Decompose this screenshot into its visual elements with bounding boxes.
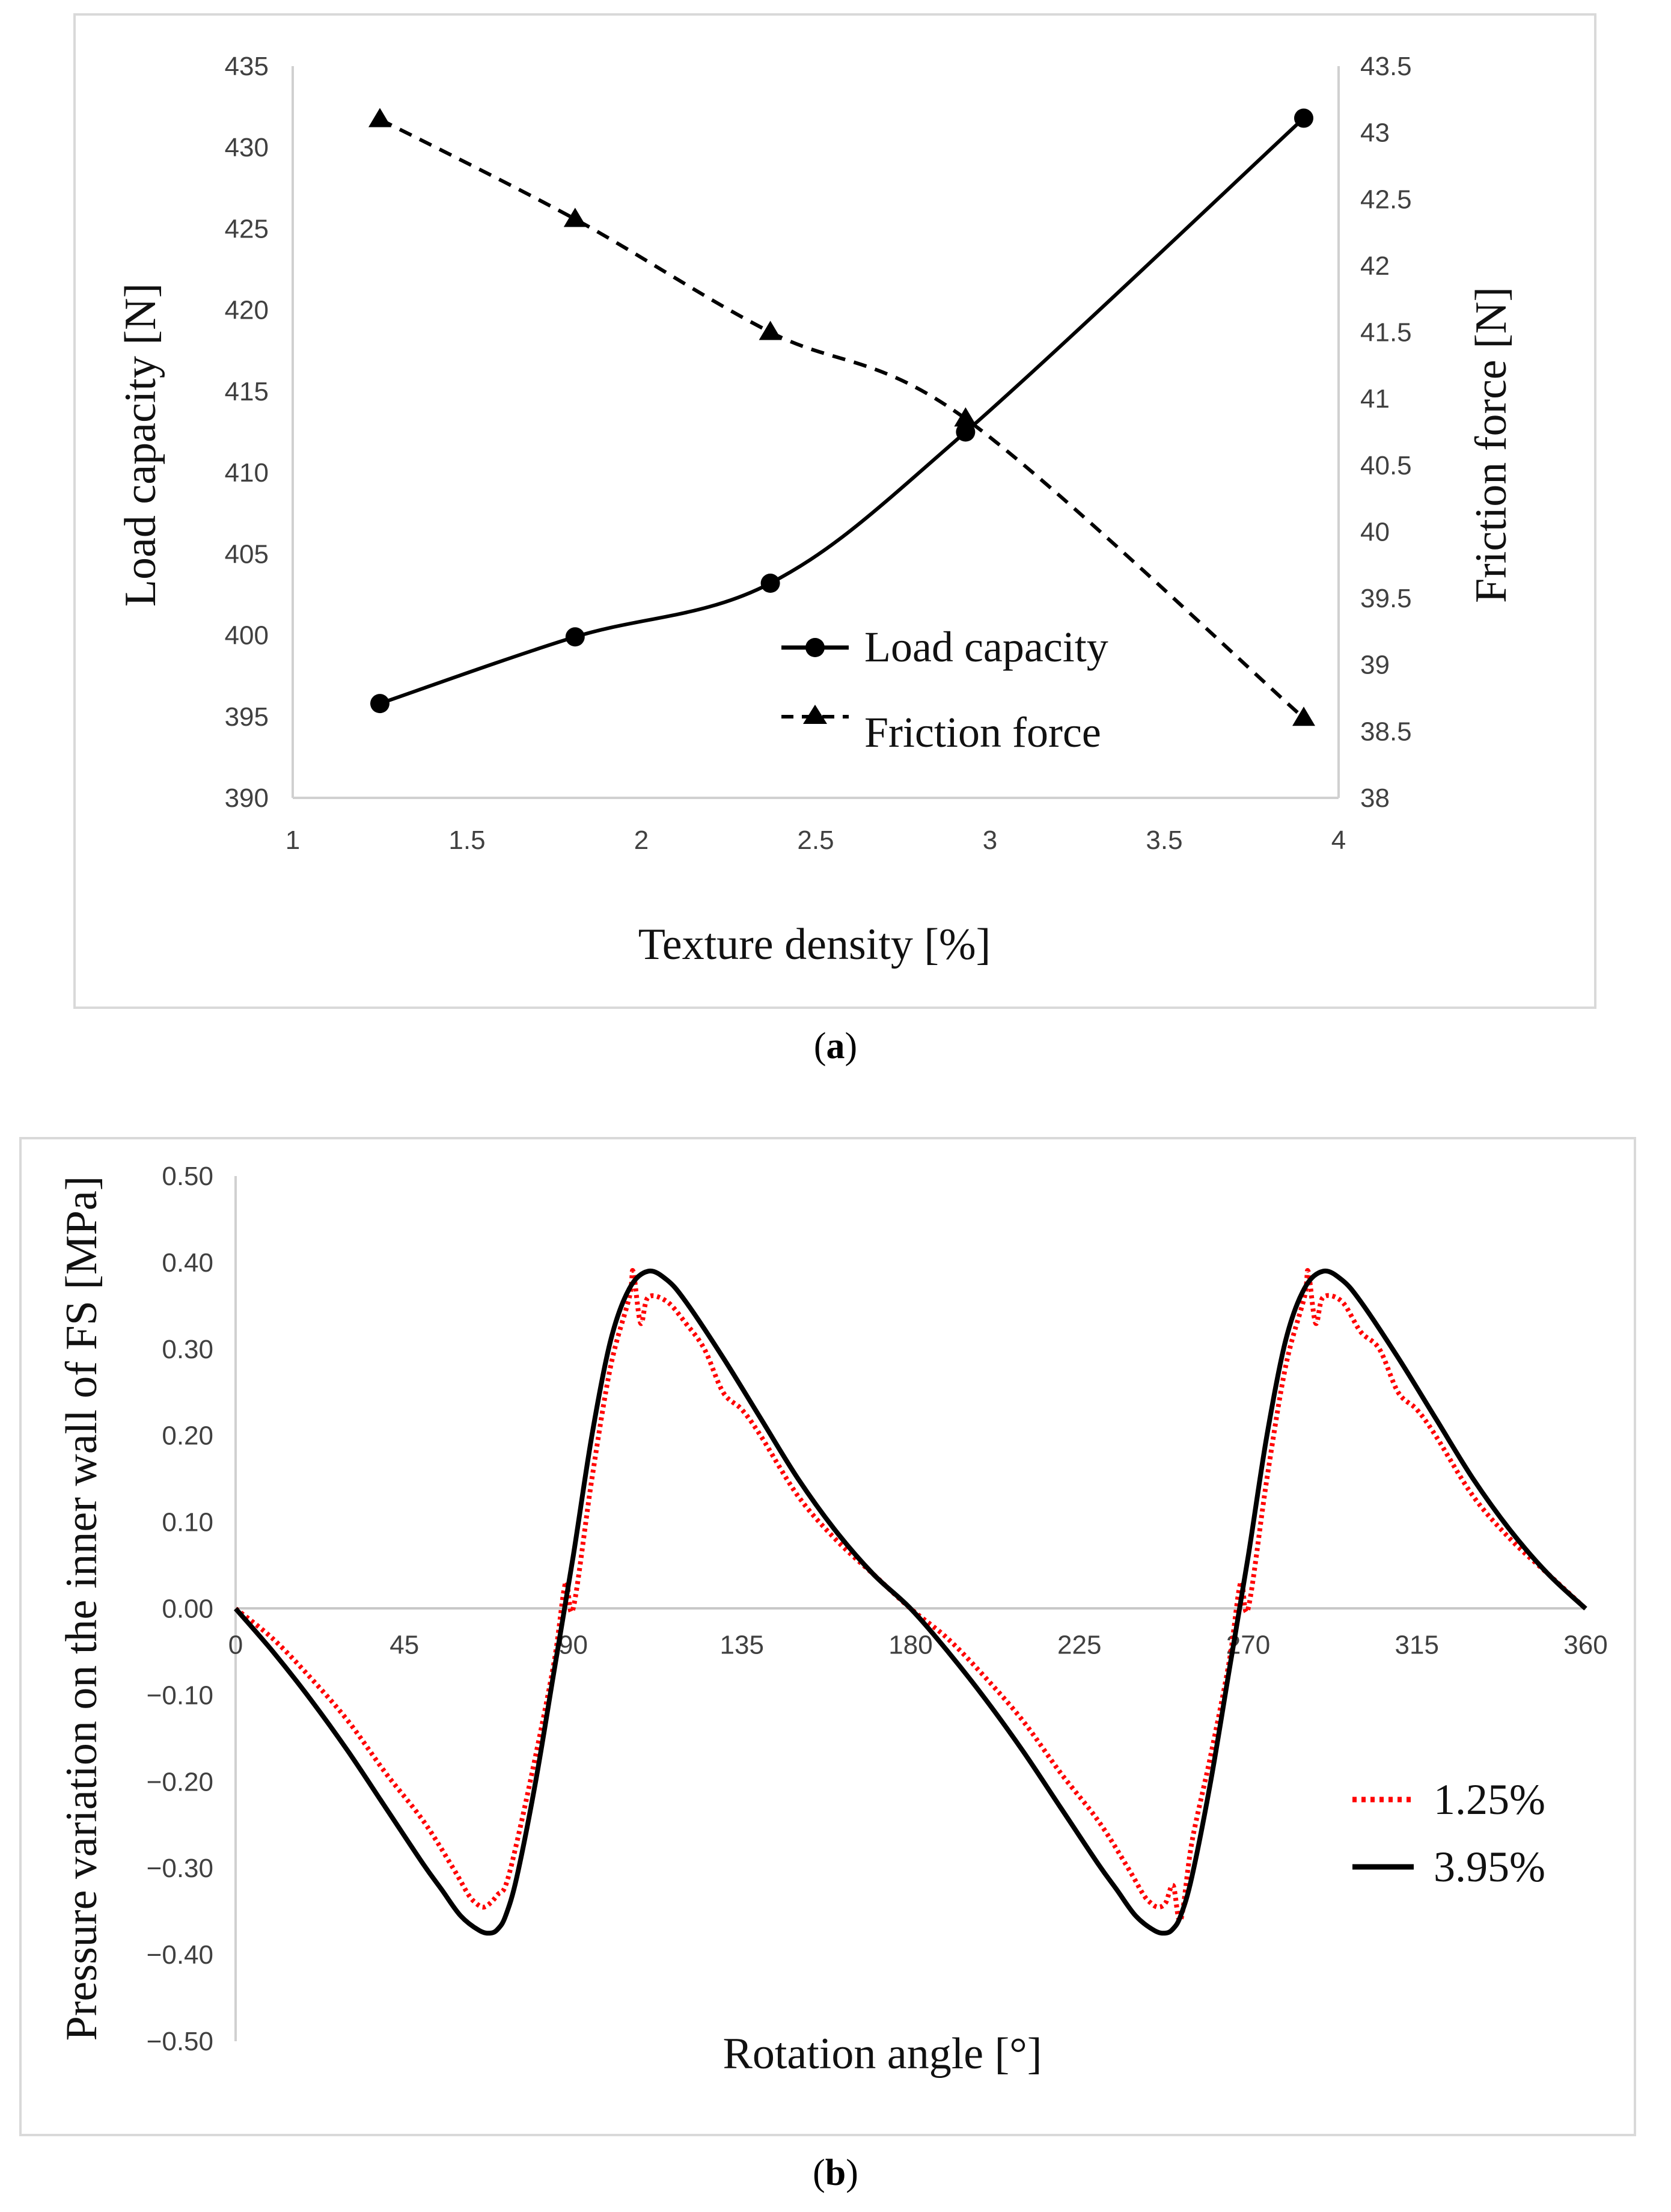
chart-b-y-tick-label: 0.30 (162, 1335, 213, 1364)
chart-a-x-tick-label: 1.5 (448, 826, 485, 855)
friction-force-point (1292, 706, 1315, 726)
load-capacity-point (370, 694, 389, 714)
caption-b-letter: b (825, 2152, 846, 2193)
chart-a-left-tick-label: 420 (225, 296, 269, 325)
chart-a-left-tick-label: 390 (225, 783, 269, 813)
friction-force-point (759, 320, 782, 340)
chart-a-left-tick-label: 425 (225, 214, 269, 244)
friction-force-point (954, 407, 977, 427)
chart-a-right-axis-label: Friction force [N] (1467, 287, 1516, 603)
load-capacity-point (1294, 108, 1313, 128)
caption-a: (a) (814, 1026, 857, 1067)
chart-b-y-tick-label: 0.10 (162, 1508, 213, 1537)
chart-b-x-tick-label: 180 (888, 1631, 932, 1660)
chart-a-left-axis-label: Load capacity [N] (116, 283, 165, 607)
legend-1-25-label: 1.25% (1434, 1775, 1545, 1824)
load-capacity-point (565, 627, 585, 647)
chart-a-right-tick-label: 43 (1360, 118, 1390, 148)
load-capacity-point (956, 422, 976, 442)
series-friction-force-line (379, 117, 1305, 720)
chart-b-x-tick-label: 225 (1057, 1631, 1101, 1660)
friction-force-point (368, 108, 391, 127)
legend-3-95-label: 3.95% (1434, 1843, 1545, 1891)
chart-a-right-tick-label: 43.5 (1360, 52, 1412, 81)
legend-load-capacity-label: Load capacity (864, 623, 1108, 671)
chart-b-y-tick-label: 0.00 (162, 1595, 213, 1624)
series-1-25pct-line (234, 1268, 1587, 1923)
chart-a-right-tick-label: 40 (1360, 517, 1390, 547)
chart-b-y-tick-label: −0.30 (147, 1854, 213, 1883)
chart-b-x-tick-label: 315 (1395, 1631, 1439, 1660)
chart-b-x-tick-label: 135 (720, 1631, 764, 1660)
chart-a-right-tick-label: 40.5 (1360, 451, 1412, 480)
chart-a-right-tick-label: 41 (1360, 384, 1390, 414)
caption-b: (b) (813, 2152, 858, 2193)
legend-friction-force-label: Friction force (864, 708, 1101, 756)
chart-a-x-axis-label: Texture density [%] (638, 920, 991, 969)
chart-b-x-tick-label: 0 (228, 1631, 243, 1660)
chart-b-y-tick-label: −0.20 (147, 1767, 213, 1797)
chart-a-right-tick-label: 39.5 (1360, 584, 1412, 613)
chart-b-x-axis-label: Rotation angle [°] (722, 2029, 1042, 2079)
chart-a-left-tick-label: 435 (225, 52, 269, 81)
chart-a: 1 1.5 2 2.5 3 3.5 4 390 395 400 405 410 415 420 425 43… (73, 13, 1596, 1067)
load-capacity-point (760, 574, 780, 593)
chart-b-y-tick-label: 0.40 (162, 1248, 213, 1278)
chart-a-legend: Load capacity Friction force (781, 623, 1108, 756)
chart-a-left-tick-label: 415 (225, 377, 269, 406)
chart-b-x-tick-label: 360 (1563, 1631, 1607, 1660)
chart-a-x-tick-label: 3.5 (1146, 826, 1182, 855)
chart-a-right-tick-label: 41.5 (1360, 318, 1412, 348)
chart-a-left-tick-label: 410 (225, 458, 269, 488)
chart-b-legend: 1.25% 3.95% (1352, 1775, 1545, 1891)
chart-b-x-tick-label: 90 (558, 1631, 588, 1660)
chart-b-frame (19, 1137, 1636, 2136)
chart-a-x-tick-label: 2.5 (797, 826, 834, 855)
caption-a-letter: a (826, 1026, 845, 1067)
chart-a-left-tick-label: 430 (225, 133, 269, 162)
chart-b-y-tick-label: −0.10 (147, 1680, 213, 1710)
chart-a-right-tick-label: 38 (1360, 783, 1390, 813)
chart-a-x-tick-label: 1 (286, 826, 300, 855)
legend-load-capacity-marker (805, 638, 825, 657)
chart-a-x-tick-label: 3 (983, 826, 997, 855)
chart-b-y-tick-label: 0.20 (162, 1421, 213, 1451)
chart-a-right-tick-label: 38.5 (1360, 717, 1412, 746)
chart-a-x-tick-label: 2 (634, 826, 649, 855)
chart-b-y-tick-label: −0.50 (147, 2027, 213, 2056)
chart-a-left-tick-label: 405 (225, 539, 269, 569)
series-load-capacity-line (379, 117, 1306, 705)
chart-b-x-tick-label: 45 (389, 1631, 419, 1660)
chart-a-frame (73, 13, 1596, 1009)
chart-a-x-tick-label: 4 (1331, 826, 1346, 855)
chart-a-left-tick-label: 400 (225, 621, 269, 651)
chart-a-right-tick-label: 42.5 (1360, 185, 1412, 214)
chart-b-y-tick-label: 0.50 (162, 1162, 213, 1191)
chart-a-right-tick-label: 39 (1360, 651, 1390, 680)
legend-friction-force-marker (803, 705, 827, 724)
chart-b: 0 45 90 135 180 225 270 315 360 0.500.400.300.20… (19, 1137, 1636, 2193)
chart-a-right-tick-label: 42 (1360, 251, 1390, 281)
chart-b-y-tick-label: −0.40 (147, 1940, 213, 1970)
chart-a-left-tick-label: 395 (225, 702, 269, 732)
friction-force-point (563, 207, 587, 227)
series-3-95pct-line (233, 1268, 1587, 1936)
chart-b-y-axis-label: Pressure variation on the inner wall of … (57, 1176, 106, 2041)
